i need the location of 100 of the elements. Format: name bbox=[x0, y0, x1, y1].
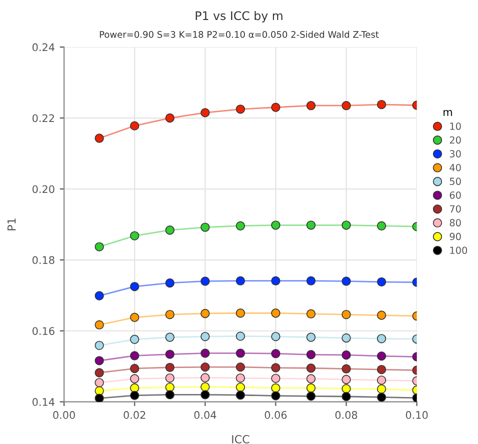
legend-label: 50 bbox=[450, 178, 461, 186]
point bbox=[271, 363, 280, 372]
point bbox=[376, 376, 386, 385]
legend-label: 90 bbox=[450, 232, 461, 240]
point bbox=[376, 351, 386, 361]
point bbox=[342, 350, 351, 360]
point bbox=[342, 220, 351, 230]
point bbox=[306, 309, 316, 318]
point bbox=[236, 348, 246, 358]
point bbox=[165, 390, 174, 400]
point bbox=[200, 222, 210, 232]
point bbox=[200, 332, 210, 342]
legend-label: 60 bbox=[450, 191, 461, 199]
point bbox=[271, 308, 280, 318]
point bbox=[130, 383, 140, 393]
point bbox=[376, 277, 386, 286]
point bbox=[376, 334, 386, 344]
point bbox=[306, 276, 316, 286]
point bbox=[236, 308, 246, 318]
point bbox=[376, 221, 386, 230]
legend-label: 100 bbox=[450, 246, 468, 254]
point bbox=[200, 373, 210, 382]
point bbox=[94, 340, 104, 350]
point bbox=[306, 383, 316, 393]
point bbox=[94, 394, 104, 402]
x-tick-label: 0.00 bbox=[53, 411, 75, 419]
point bbox=[271, 391, 280, 400]
point bbox=[236, 382, 246, 392]
point bbox=[271, 220, 280, 230]
point bbox=[130, 390, 140, 400]
point bbox=[236, 362, 246, 372]
point bbox=[306, 374, 316, 384]
point bbox=[94, 242, 104, 252]
point bbox=[306, 350, 316, 360]
point bbox=[165, 362, 174, 372]
x-tick-label: 0.08 bbox=[335, 411, 358, 419]
legend-label: 10 bbox=[450, 122, 461, 130]
y-tick-label: 0.18 bbox=[32, 256, 54, 264]
point bbox=[130, 334, 140, 344]
point bbox=[94, 356, 104, 366]
point bbox=[236, 221, 246, 230]
point bbox=[342, 333, 351, 343]
point bbox=[165, 226, 174, 235]
point bbox=[165, 332, 174, 342]
point bbox=[306, 332, 316, 342]
point bbox=[236, 332, 246, 341]
x-tick-label: 0.04 bbox=[194, 411, 216, 419]
point bbox=[271, 383, 280, 393]
point bbox=[94, 320, 104, 330]
y-tick-label: 0.16 bbox=[32, 327, 54, 335]
point bbox=[130, 121, 140, 130]
point bbox=[306, 392, 316, 401]
point bbox=[306, 364, 316, 373]
point bbox=[200, 382, 210, 392]
point bbox=[306, 220, 316, 230]
x-tick-label: 0.02 bbox=[124, 411, 146, 419]
legend-title: m bbox=[444, 110, 452, 116]
point bbox=[342, 374, 351, 384]
point bbox=[342, 384, 351, 394]
point bbox=[165, 113, 174, 123]
point bbox=[165, 350, 174, 359]
x-tick-label: 0.10 bbox=[406, 411, 428, 419]
point bbox=[236, 276, 246, 286]
point bbox=[200, 390, 210, 400]
y-tick-label: 0.24 bbox=[32, 43, 54, 52]
y-tick-label: 0.22 bbox=[32, 114, 54, 122]
point bbox=[236, 373, 246, 383]
point bbox=[130, 312, 140, 322]
point bbox=[130, 231, 140, 240]
point bbox=[376, 310, 386, 320]
point bbox=[200, 108, 210, 118]
point bbox=[130, 351, 140, 360]
point bbox=[376, 364, 386, 374]
point bbox=[200, 308, 210, 318]
point bbox=[342, 276, 351, 286]
point bbox=[130, 282, 140, 292]
point bbox=[94, 368, 104, 378]
point bbox=[130, 374, 140, 384]
legend-label: 30 bbox=[450, 150, 461, 158]
point bbox=[271, 102, 280, 112]
point bbox=[94, 378, 104, 388]
point bbox=[306, 101, 316, 110]
x-axis-title: ICC bbox=[232, 435, 250, 444]
point bbox=[165, 382, 174, 392]
y-axis-title: P1 bbox=[8, 218, 16, 230]
point bbox=[342, 392, 351, 402]
point bbox=[271, 374, 280, 383]
point bbox=[342, 310, 351, 320]
point bbox=[200, 276, 210, 286]
legend-label: 20 bbox=[450, 136, 461, 144]
y-tick-label: 0.14 bbox=[32, 398, 54, 406]
point bbox=[271, 348, 280, 358]
point bbox=[271, 276, 280, 286]
point bbox=[200, 348, 210, 358]
legend-label: 40 bbox=[450, 164, 461, 172]
y-tick-label: 0.20 bbox=[32, 185, 54, 194]
point bbox=[94, 291, 104, 300]
point bbox=[165, 373, 174, 383]
point bbox=[165, 278, 174, 288]
point bbox=[236, 390, 246, 400]
